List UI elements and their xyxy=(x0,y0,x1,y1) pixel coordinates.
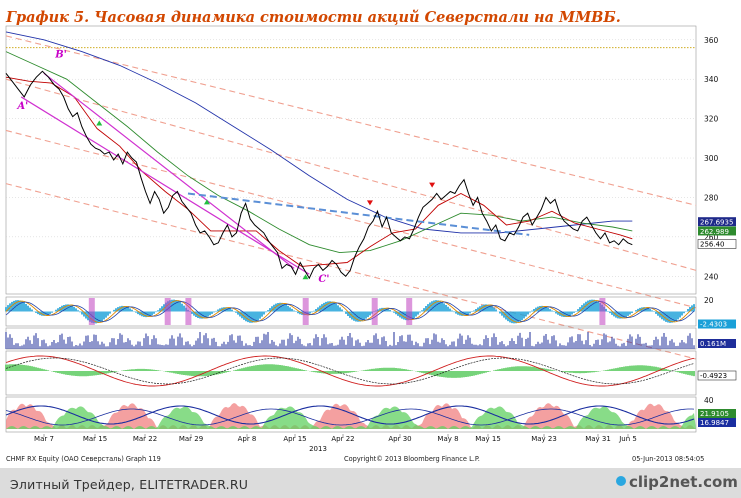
y-tick-label: 320 xyxy=(704,115,719,124)
dmi-tag-bottom xyxy=(698,418,736,427)
footer-right: 05-Jun-2013 08:54:05 xyxy=(632,455,704,463)
wave-marker: A' xyxy=(16,101,28,112)
x-tick-label: Jun 5 xyxy=(618,435,637,443)
x-tick-label: Apr 30 xyxy=(388,435,411,443)
oscillator-highlight xyxy=(406,298,413,325)
ma-mid-line xyxy=(5,51,633,254)
y-tick-label: 340 xyxy=(704,75,719,84)
macd-tag xyxy=(697,370,737,381)
dmi-negative-area xyxy=(6,406,696,429)
volume-tag-label: 0.161M xyxy=(700,340,726,348)
oscillator-highlight xyxy=(185,298,192,325)
oscillator-tag xyxy=(698,319,736,329)
macd-tag-label: -0.4923 xyxy=(700,372,727,380)
wedge-line xyxy=(20,96,310,275)
footer-left: CHMF RX Equity (ОАО Северсталь) Graph 11… xyxy=(6,455,161,463)
x-tick-label: May 31 xyxy=(585,435,611,443)
y-tick-label: 260 xyxy=(704,233,719,242)
x-tick-label: Apr 8 xyxy=(238,435,257,443)
oscillator-tag-label: -2.4303 xyxy=(700,321,727,329)
clip2net-logo-icon xyxy=(616,475,626,486)
y-tick-label: 360 xyxy=(704,36,719,45)
x-tick-label: Apr 15 xyxy=(283,435,306,443)
macd-signal-line xyxy=(5,357,695,385)
dmi-second-line xyxy=(5,408,695,426)
value-tag-label: 256.40 xyxy=(700,241,725,249)
wedge-line xyxy=(43,72,295,269)
x-tick-label: May 23 xyxy=(531,435,557,443)
watermark-left: Элитный Трейдер, ELITETRADER.RU xyxy=(10,477,249,492)
price-line xyxy=(5,70,633,280)
channel-line xyxy=(5,35,697,206)
oscillator-bars xyxy=(5,299,695,324)
watermark-right: clip2net.com xyxy=(616,473,738,491)
oscillator-axis-label: 20 xyxy=(704,296,714,305)
signal-triangle xyxy=(302,274,309,280)
value-tag xyxy=(698,217,736,227)
volume-tag xyxy=(698,339,736,348)
macd-panel-frame xyxy=(5,350,697,396)
channel-line xyxy=(5,183,697,360)
wave-marker: C' xyxy=(318,274,329,285)
dmi-positive-area xyxy=(6,403,696,429)
oscillator-slow-line xyxy=(5,301,695,322)
footer-center: Copyright© 2013 Bloomberg Finance L.P. xyxy=(344,455,480,463)
y-tick-label: 280 xyxy=(704,193,719,202)
y-tick-label: 300 xyxy=(704,154,719,163)
x-tick-label: Apr 22 xyxy=(331,435,354,443)
signal-triangle xyxy=(366,200,373,206)
signal-triangle xyxy=(96,120,103,126)
oscillator-highlight xyxy=(599,298,606,325)
value-tag-label: 267.6935 xyxy=(700,218,733,226)
oscillator-highlight xyxy=(164,298,171,325)
oscillator-highlight xyxy=(88,298,95,325)
price-panel-frame xyxy=(5,25,697,295)
neckline-trend xyxy=(187,192,530,236)
chart-title: График 5. Часовая динамика стоимости акц… xyxy=(5,9,621,26)
oscillator-signal-line xyxy=(5,300,695,323)
x-tick-label: Mar 15 xyxy=(83,435,107,443)
value-tag xyxy=(698,226,736,236)
x-tick-label: Mar 7 xyxy=(34,435,54,443)
watermark-right-text: clip2net.com xyxy=(629,473,738,491)
macd-line xyxy=(5,355,695,387)
x-tick-label: May 8 xyxy=(437,435,458,443)
y-tick-label: 240 xyxy=(704,272,719,281)
dmi-tag-bottom-label: 16.9847 xyxy=(700,419,729,427)
signal-triangle xyxy=(203,199,210,205)
dmi-tag-top xyxy=(698,409,736,418)
price-panel: 240 260 280 300 320 340 360 Mar 7 Mar 15 Mar 22 Ma… xyxy=(5,25,737,453)
x-tick-label: May 15 xyxy=(475,435,501,443)
volume-bars xyxy=(5,332,695,349)
x-tick-label: Mar 29 xyxy=(179,435,203,443)
value-tag-label: 262.989 xyxy=(700,228,729,236)
dmi-adx-line xyxy=(5,405,695,425)
dmi-axis-label: 40 xyxy=(704,396,714,405)
x-year-label: 2013 xyxy=(309,445,327,453)
signal-triangle xyxy=(429,182,436,188)
wave-marker: B' xyxy=(54,50,67,61)
oscillator-highlight xyxy=(371,298,378,325)
x-tick-label: Mar 22 xyxy=(133,435,157,443)
value-tag xyxy=(697,239,737,249)
dmi-tag-top-label: 21.9105 xyxy=(700,410,729,418)
ma-long-line xyxy=(5,31,633,234)
channel-line xyxy=(5,129,697,309)
oscillator-highlight xyxy=(302,298,309,325)
